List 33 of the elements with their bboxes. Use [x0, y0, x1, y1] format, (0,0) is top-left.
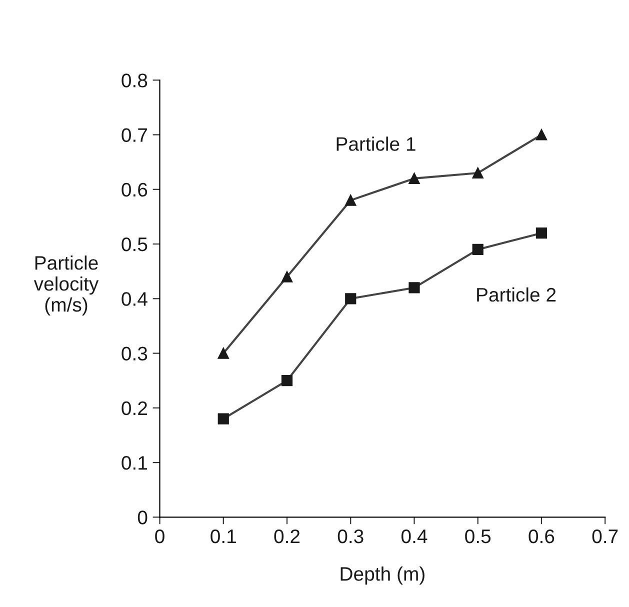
- x-axis-title: Depth (m): [340, 566, 424, 585]
- point: [345, 293, 356, 304]
- y-tick-label: 0.4: [122, 292, 148, 306]
- y-tick-label: 0.8: [122, 74, 148, 88]
- point: [218, 348, 229, 359]
- y-tick-label: 0.3: [122, 346, 148, 361]
- x-tick-label: 0.4: [401, 529, 428, 544]
- x-tick-label: 0: [155, 529, 164, 544]
- y-tick-label: 0.1: [122, 456, 148, 470]
- x-tick-label: 0.6: [528, 529, 554, 544]
- point: [536, 228, 548, 239]
- y-tick-label: 0.5: [122, 237, 148, 252]
- point: [408, 282, 420, 294]
- series-label: Particle 2: [477, 287, 556, 302]
- y-tick-label: 0.2: [122, 401, 147, 416]
- point: [281, 375, 293, 386]
- point: [536, 129, 548, 140]
- point: [408, 172, 420, 184]
- x-tick-label: 0.3: [338, 529, 364, 544]
- point: [472, 244, 484, 256]
- series-label: Particle 1: [336, 136, 416, 151]
- point: [345, 194, 356, 206]
- x-tick-label: 0.5: [465, 529, 491, 544]
- x-tick-label: 0.2: [274, 529, 300, 544]
- point: [281, 271, 293, 282]
- y-axis-title: Particle velocity (m/s): [34, 256, 99, 316]
- point: [472, 167, 484, 179]
- y-tick-label: 0.6: [122, 182, 148, 197]
- x-tick-label: 0.1: [210, 529, 236, 544]
- x-tick-label: 0.7: [592, 529, 618, 544]
- y-tick-label: 0: [138, 510, 148, 524]
- y-tick-label: 0.7: [122, 128, 147, 142]
- point: [218, 413, 229, 424]
